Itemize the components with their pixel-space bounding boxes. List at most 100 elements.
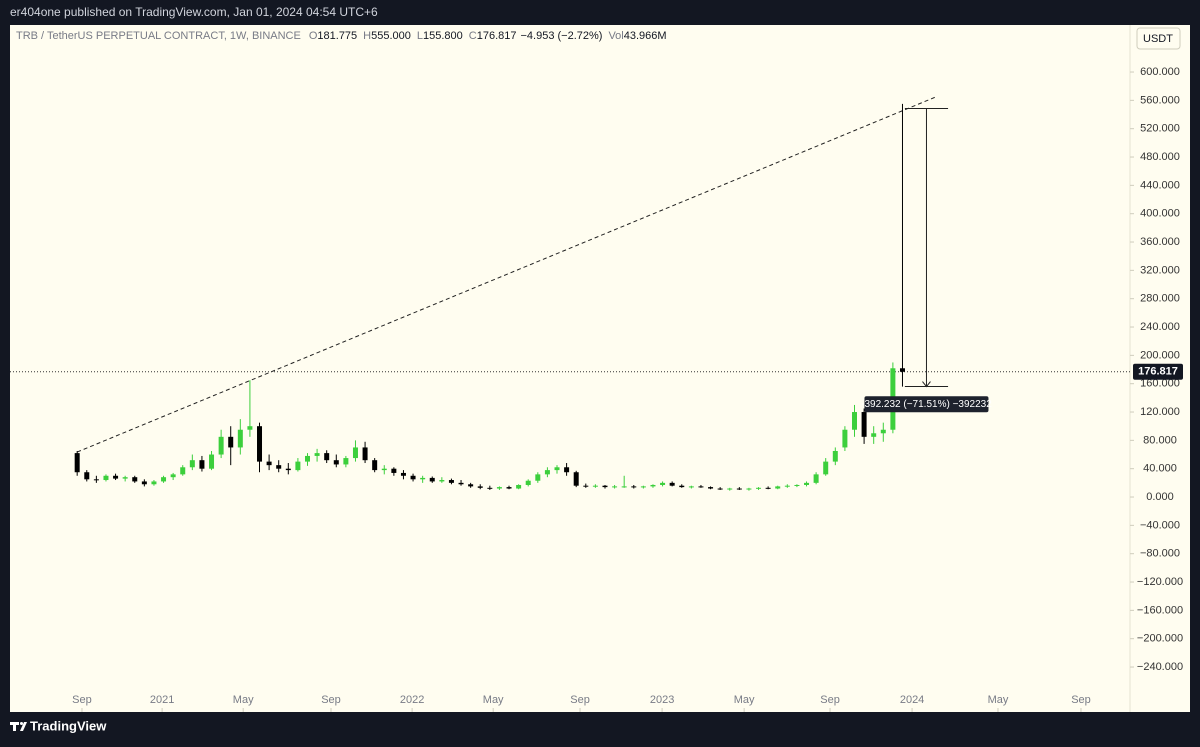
- candle-body: [74, 453, 80, 473]
- publisher: er404one published on TradingView.com, J…: [10, 5, 378, 19]
- y-tick-label: −240.000: [1137, 661, 1183, 673]
- field-label: C: [469, 30, 477, 42]
- candle-body: [631, 486, 637, 488]
- candle-body: [823, 461, 829, 475]
- y-tick-label: 120.000: [1140, 406, 1180, 418]
- candle-body: [362, 447, 368, 461]
- brand: TradingView: [30, 718, 107, 733]
- x-tick-label: Sep: [1071, 694, 1091, 706]
- currency-button[interactable]: [1136, 27, 1181, 50]
- candle-body: [794, 484, 800, 486]
- legend: TRB / TetherUS PERPETUAL CONTRACT, 1W, B…: [16, 30, 667, 42]
- symbol: TRB / TetherUS PERPETUAL CONTRACT, 1W, B…: [16, 30, 301, 42]
- currency[interactable]: USDT: [1143, 33, 1173, 45]
- last-price-tag: [1133, 363, 1183, 380]
- candle-body: [765, 487, 771, 489]
- candle-body: [746, 488, 752, 490]
- candle-body: [717, 488, 723, 490]
- candle-body: [669, 482, 675, 486]
- x-tick-label: Sep: [820, 694, 840, 706]
- candle-body: [122, 477, 128, 479]
- y-tick-label: −120.000: [1137, 576, 1183, 588]
- candle-body: [573, 472, 579, 486]
- field-value: 555.000: [371, 30, 411, 42]
- change: −4.953 (−2.72%): [521, 30, 603, 42]
- candle-body: [228, 436, 234, 448]
- x-tick-label: Sep: [570, 694, 590, 706]
- candle-body: [266, 461, 272, 466]
- candle-body: [391, 468, 397, 473]
- candle-body: [688, 486, 694, 488]
- candle-body: [93, 479, 99, 481]
- x-tick-label: Sep: [321, 694, 341, 706]
- candle-body: [525, 480, 531, 485]
- candle-body: [218, 436, 224, 455]
- candle-body: [199, 460, 205, 469]
- y-tick-label: −40.000: [1140, 519, 1180, 531]
- candle-body: [170, 474, 176, 478]
- candle-body: [468, 484, 474, 487]
- y-tick-label: 600.000: [1140, 66, 1180, 78]
- candle-body: [804, 482, 810, 485]
- candle-body: [257, 426, 263, 462]
- candle-body: [640, 486, 646, 488]
- candle-body: [650, 484, 656, 487]
- x-tick-label: 2023: [650, 694, 674, 706]
- y-tick-label: 440.000: [1140, 179, 1180, 191]
- candle-body: [756, 487, 762, 489]
- candle-body: [276, 465, 282, 469]
- candle-body: [612, 486, 618, 488]
- last-price-label: 176.817: [1138, 366, 1178, 378]
- y-tick-label: 0.000: [1146, 491, 1174, 503]
- candle-body: [544, 470, 550, 475]
- candle-body: [621, 486, 627, 488]
- field-label: O: [309, 30, 318, 42]
- measure-label: -392.232 (−71.51%) −392232: [861, 399, 992, 410]
- candle-body: [285, 468, 291, 471]
- volume-label: Vol: [608, 30, 623, 42]
- candle-body: [832, 450, 838, 462]
- candle-body: [304, 455, 310, 462]
- candle-body: [679, 485, 685, 488]
- candle-body: [295, 461, 301, 471]
- candle-body: [784, 485, 790, 487]
- candle-body: [84, 472, 90, 480]
- candle-body: [496, 487, 502, 489]
- candle-body: [400, 472, 406, 476]
- field-value: 176.817: [477, 30, 517, 42]
- field-label: H: [363, 30, 371, 42]
- y-tick-label: 40.000: [1143, 463, 1177, 475]
- candle-body: [813, 474, 819, 483]
- candle-body: [448, 480, 454, 483]
- candle-body: [564, 467, 570, 473]
- candle-body: [132, 477, 138, 482]
- measure-label-box: [864, 396, 989, 413]
- candle-body: [899, 368, 905, 372]
- candle-body: [141, 481, 147, 485]
- y-tick-label: 360.000: [1140, 236, 1180, 248]
- candle-body: [660, 482, 666, 485]
- candle-body: [314, 453, 320, 456]
- candle-body: [324, 453, 330, 461]
- field-value: 181.775: [317, 30, 357, 42]
- y-tick-label: 320.000: [1140, 264, 1180, 276]
- candle-body: [880, 429, 886, 434]
- candle-body: [602, 485, 608, 488]
- x-tick-label: May: [988, 694, 1009, 706]
- candle-body: [708, 487, 714, 489]
- chart-area: [10, 25, 1190, 712]
- x-tick-label: 2021: [150, 694, 174, 706]
- y-tick-label: 80.000: [1143, 434, 1177, 446]
- y-tick-label: 240.000: [1140, 321, 1180, 333]
- y-tick-label: −200.000: [1137, 633, 1183, 645]
- x-tick-label: May: [233, 694, 254, 706]
- candle-body: [343, 458, 349, 465]
- y-tick-label: 200.000: [1140, 349, 1180, 361]
- candle-body: [237, 429, 243, 448]
- candle-body: [583, 485, 589, 487]
- candle-body: [247, 426, 253, 430]
- volume-value: 43.966M: [624, 30, 667, 42]
- y-tick-label: 560.000: [1140, 94, 1180, 106]
- trendline: [76, 96, 937, 453]
